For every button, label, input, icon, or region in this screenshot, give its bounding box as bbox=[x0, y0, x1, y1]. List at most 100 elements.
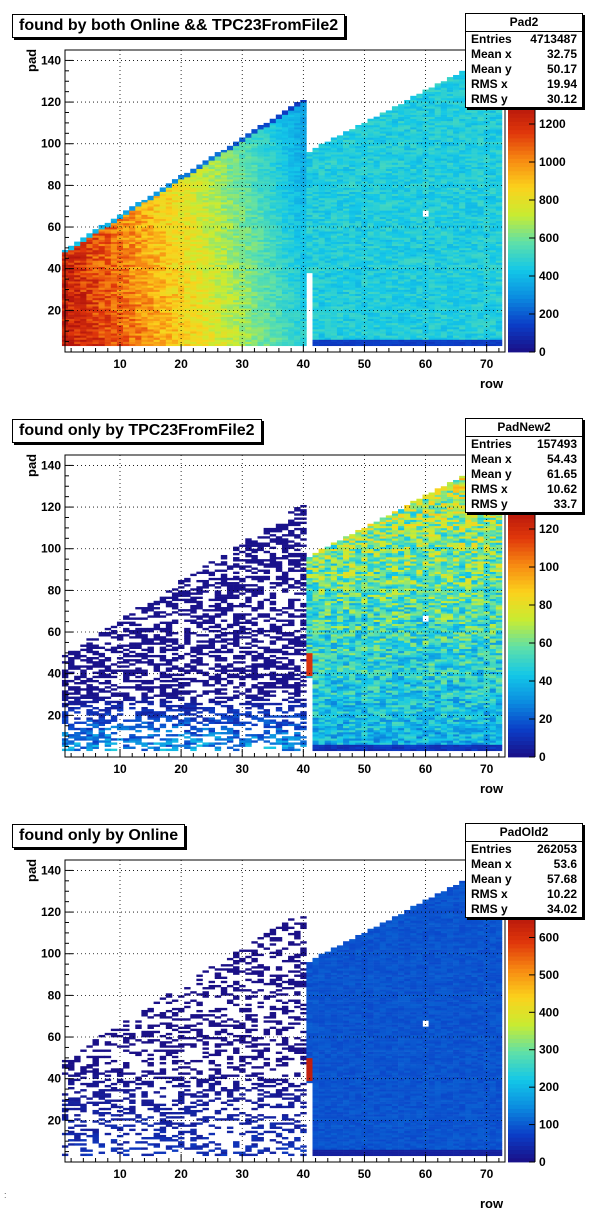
heatmap-cell bbox=[391, 335, 399, 338]
heatmap-cell bbox=[196, 172, 203, 176]
heatmap-cell bbox=[214, 220, 222, 224]
heatmap-cell bbox=[379, 302, 387, 305]
heatmap-cell bbox=[349, 156, 356, 159]
heatmap-cell bbox=[257, 320, 264, 324]
heatmap-cell bbox=[263, 170, 271, 174]
heatmap-cell bbox=[336, 297, 344, 301]
heatmap-cell bbox=[324, 170, 332, 174]
heatmap-cell bbox=[129, 320, 136, 324]
heatmap-cell bbox=[391, 110, 399, 113]
heatmap-cell bbox=[349, 131, 356, 134]
heatmap-cell bbox=[263, 166, 271, 170]
heatmap-cell bbox=[220, 195, 228, 199]
heatmap-cell bbox=[214, 212, 222, 215]
heatmap-cell bbox=[202, 179, 209, 182]
heatmap-cell bbox=[343, 162, 350, 165]
heatmap-cell bbox=[336, 249, 344, 253]
heatmap-cell bbox=[251, 260, 258, 263]
heatmap-cell bbox=[226, 291, 234, 294]
heatmap-cell bbox=[116, 318, 124, 322]
heatmap-cell bbox=[239, 322, 246, 326]
heatmap-cell bbox=[294, 102, 301, 105]
heatmap-cell bbox=[385, 206, 393, 209]
heatmap-cell bbox=[404, 335, 411, 338]
heatmap-cell bbox=[92, 295, 99, 299]
heatmap-cell bbox=[275, 124, 283, 128]
heatmap-cell bbox=[294, 249, 301, 253]
heatmap-cell bbox=[196, 299, 203, 303]
heatmap-cell bbox=[294, 149, 301, 153]
heatmap-cell bbox=[349, 295, 356, 299]
heatmap-cell bbox=[239, 249, 246, 253]
heatmap-cell bbox=[343, 285, 350, 288]
heatmap-cell bbox=[349, 266, 356, 269]
heatmap-cell bbox=[178, 302, 185, 305]
heatmap-cell bbox=[300, 187, 307, 190]
heatmap-cell bbox=[214, 162, 222, 165]
heatmap-cell bbox=[385, 281, 393, 284]
heatmap-cell bbox=[312, 183, 319, 186]
heatmap-cell bbox=[398, 243, 405, 247]
heatmap-cell bbox=[220, 295, 228, 299]
heatmap-cell bbox=[202, 341, 209, 344]
heatmap-cell bbox=[336, 277, 344, 280]
heatmap-cell bbox=[367, 304, 374, 307]
heatmap-cell bbox=[233, 216, 240, 219]
heatmap-cell bbox=[220, 254, 228, 257]
heatmap-cell bbox=[129, 206, 136, 209]
heatmap-cell bbox=[184, 306, 191, 309]
heatmap-cell bbox=[92, 285, 99, 288]
heatmap-cell bbox=[226, 285, 234, 288]
heatmap-cell bbox=[373, 141, 381, 145]
heatmap-cell bbox=[385, 137, 393, 140]
heatmap-cell bbox=[324, 274, 332, 278]
heatmap-cell bbox=[355, 264, 362, 267]
heatmap-cell bbox=[104, 241, 112, 244]
heatmap-cell bbox=[367, 185, 374, 188]
heatmap-cell bbox=[147, 343, 154, 347]
heatmap-cell bbox=[196, 247, 203, 251]
heatmap-cell bbox=[281, 127, 289, 130]
heatmap-cell bbox=[147, 197, 154, 201]
heatmap-cell bbox=[86, 335, 93, 338]
heatmap-cell bbox=[147, 283, 154, 286]
heatmap-cell bbox=[355, 216, 362, 219]
heatmap-cell bbox=[68, 327, 75, 330]
heatmap-cell bbox=[129, 210, 136, 213]
heatmap-cell bbox=[324, 149, 332, 153]
heatmap-cell bbox=[263, 324, 271, 328]
heatmap-cell bbox=[68, 324, 75, 328]
heatmap-cell bbox=[336, 274, 344, 278]
heatmap-cell bbox=[343, 224, 350, 228]
heatmap-cell bbox=[312, 168, 319, 172]
heatmap-cell bbox=[135, 249, 142, 253]
heatmap-cell bbox=[318, 247, 326, 251]
heatmap-cell bbox=[330, 154, 338, 157]
heatmap-cell bbox=[336, 199, 344, 203]
heatmap-cell bbox=[135, 343, 142, 347]
heatmap-cell bbox=[165, 289, 173, 292]
heatmap-cell bbox=[257, 158, 264, 161]
heatmap-cell bbox=[159, 327, 167, 330]
heatmap-cell bbox=[269, 293, 277, 297]
heatmap-cell bbox=[184, 227, 191, 230]
heatmap-cell bbox=[318, 272, 326, 276]
heatmap-cell bbox=[281, 147, 289, 151]
heatmap-cell bbox=[288, 195, 295, 199]
heatmap-cell bbox=[208, 308, 216, 311]
heatmap-cell bbox=[171, 310, 179, 313]
heatmap-cell bbox=[281, 120, 289, 124]
heatmap-cell bbox=[233, 166, 240, 170]
heatmap-cell bbox=[355, 327, 362, 330]
heatmap-cell bbox=[385, 147, 393, 151]
heatmap-cell bbox=[202, 339, 209, 342]
heatmap-cell bbox=[208, 333, 216, 336]
heatmap-cell bbox=[318, 239, 326, 242]
heatmap-cell bbox=[153, 252, 161, 255]
heatmap-cell bbox=[104, 343, 112, 347]
heatmap-cell bbox=[367, 174, 374, 178]
heatmap-cell bbox=[312, 324, 319, 328]
heatmap-cell bbox=[220, 168, 228, 172]
heatmap-cell bbox=[86, 316, 93, 319]
heatmap-cell bbox=[294, 287, 301, 290]
